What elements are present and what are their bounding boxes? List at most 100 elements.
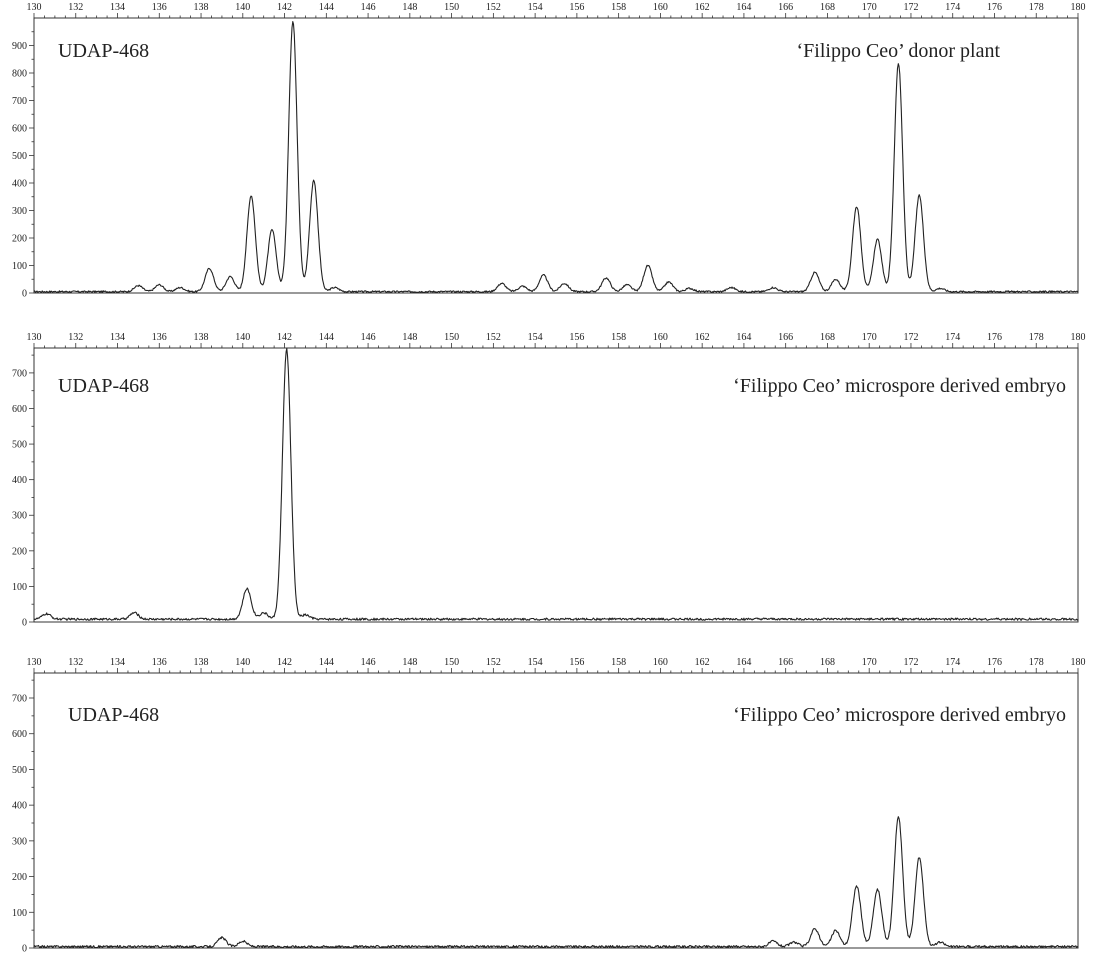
marker-label: UDAP-468 <box>58 40 149 62</box>
x-tick-label: 170 <box>862 332 877 343</box>
x-tick-label: 176 <box>987 2 1002 13</box>
x-tick-label: 162 <box>695 332 710 343</box>
x-tick-label: 166 <box>778 2 793 13</box>
signal-trace <box>33 21 1079 293</box>
x-tick-label: 142 <box>277 332 292 343</box>
x-tick-label: 170 <box>862 2 877 13</box>
x-tick-label: 178 <box>1029 2 1044 13</box>
chart-panel-3: 130 132 134 136 138 140 142 144 146 148 150 152 154 1… <box>12 657 1086 954</box>
x-tick-label: 138 <box>194 2 209 13</box>
x-tick-label: 174 <box>945 2 960 13</box>
x-tick-label: 172 <box>903 332 918 343</box>
x-tick-label: 138 <box>194 332 209 343</box>
x-tick-label: 180 <box>1071 657 1086 668</box>
y-tick-label: 700 <box>12 368 27 379</box>
x-tick-label: 130 <box>27 332 42 343</box>
x-tick-label: 152 <box>486 332 501 343</box>
x-tick-label: 176 <box>987 657 1002 668</box>
chart-panel-1: 130 132 134 136 138 140 142 144 146 148 150 152 154 1… <box>12 2 1086 300</box>
x-tick-label: 162 <box>695 657 710 668</box>
marker-label: UDAP-468 <box>68 704 159 726</box>
x-tick-label: 144 <box>319 657 334 668</box>
x-tick-label: 136 <box>152 2 167 13</box>
x-tick-label: 180 <box>1071 2 1086 13</box>
signal-trace <box>33 347 1079 621</box>
x-tick-label: 154 <box>528 2 543 13</box>
y-tick-label: 300 <box>12 206 27 217</box>
y-tick-label: 400 <box>12 475 27 486</box>
x-tick-label: 162 <box>695 2 710 13</box>
x-tick-label: 160 <box>653 2 668 13</box>
y-tick-label: 300 <box>12 836 27 847</box>
x-tick-label: 140 <box>235 332 250 343</box>
x-tick-label: 158 <box>611 657 626 668</box>
x-tick-label: 166 <box>778 657 793 668</box>
y-tick-label: 200 <box>12 234 27 245</box>
x-tick-label: 134 <box>110 657 125 668</box>
y-tick-label: 500 <box>12 151 27 162</box>
x-tick-label: 136 <box>152 657 167 668</box>
sample-label: ‘Filippo Ceo’ microspore derived embryo <box>733 704 1066 726</box>
x-tick-label: 158 <box>611 332 626 343</box>
x-tick-label: 166 <box>778 332 793 343</box>
x-tick-label: 134 <box>110 332 125 343</box>
x-tick-label: 132 <box>68 2 83 13</box>
x-tick-label: 164 <box>736 2 751 13</box>
x-tick-label: 148 <box>402 332 417 343</box>
x-tick-label: 144 <box>319 332 334 343</box>
x-tick-label: 136 <box>152 332 167 343</box>
x-tick-label: 174 <box>945 657 960 668</box>
x-tick-label: 156 <box>569 2 584 13</box>
x-tick-label: 172 <box>903 657 918 668</box>
x-tick-label: 152 <box>486 657 501 668</box>
marker-label: UDAP-468 <box>58 375 149 397</box>
x-tick-label: 176 <box>987 332 1002 343</box>
x-tick-label: 146 <box>361 657 376 668</box>
x-tick-label: 142 <box>277 657 292 668</box>
x-tick-label: 164 <box>736 332 751 343</box>
y-tick-label: 700 <box>12 96 27 107</box>
y-tick-label: 600 <box>12 124 27 135</box>
y-tick-label: 100 <box>12 261 27 272</box>
y-tick-label: 0 <box>22 618 27 629</box>
x-tick-label: 156 <box>569 657 584 668</box>
sample-label: ‘Filippo Ceo’ donor plant <box>797 40 1001 62</box>
x-tick-label: 156 <box>569 332 584 343</box>
y-tick-label: 500 <box>12 440 27 451</box>
x-tick-label: 152 <box>486 2 501 13</box>
y-tick-label: 200 <box>12 546 27 557</box>
x-tick-label: 130 <box>27 657 42 668</box>
x-tick-label: 164 <box>736 657 751 668</box>
signal-trace <box>33 816 1079 949</box>
x-tick-label: 132 <box>68 657 83 668</box>
x-tick-label: 168 <box>820 2 835 13</box>
y-tick-label: 500 <box>12 765 27 776</box>
x-tick-label: 134 <box>110 2 125 13</box>
x-tick-label: 178 <box>1029 657 1044 668</box>
y-tick-label: 900 <box>12 41 27 52</box>
y-tick-label: 800 <box>12 69 27 80</box>
x-tick-label: 138 <box>194 657 209 668</box>
x-tick-label: 140 <box>235 2 250 13</box>
x-tick-label: 150 <box>444 2 459 13</box>
x-tick-label: 158 <box>611 2 626 13</box>
x-tick-label: 132 <box>68 332 83 343</box>
x-tick-label: 150 <box>444 332 459 343</box>
x-tick-label: 172 <box>903 2 918 13</box>
y-tick-label: 400 <box>12 179 27 190</box>
y-tick-label: 100 <box>12 908 27 919</box>
y-tick-label: 100 <box>12 582 27 593</box>
x-tick-label: 150 <box>444 657 459 668</box>
x-tick-label: 168 <box>820 332 835 343</box>
y-tick-label: 300 <box>12 511 27 522</box>
x-tick-label: 148 <box>402 2 417 13</box>
x-tick-label: 178 <box>1029 332 1044 343</box>
x-tick-label: 154 <box>528 332 543 343</box>
x-tick-label: 160 <box>653 657 668 668</box>
x-tick-label: 148 <box>402 657 417 668</box>
y-tick-label: 600 <box>12 729 27 740</box>
y-tick-label: 200 <box>12 872 27 883</box>
x-tick-label: 174 <box>945 332 960 343</box>
y-tick-label: 600 <box>12 404 27 415</box>
